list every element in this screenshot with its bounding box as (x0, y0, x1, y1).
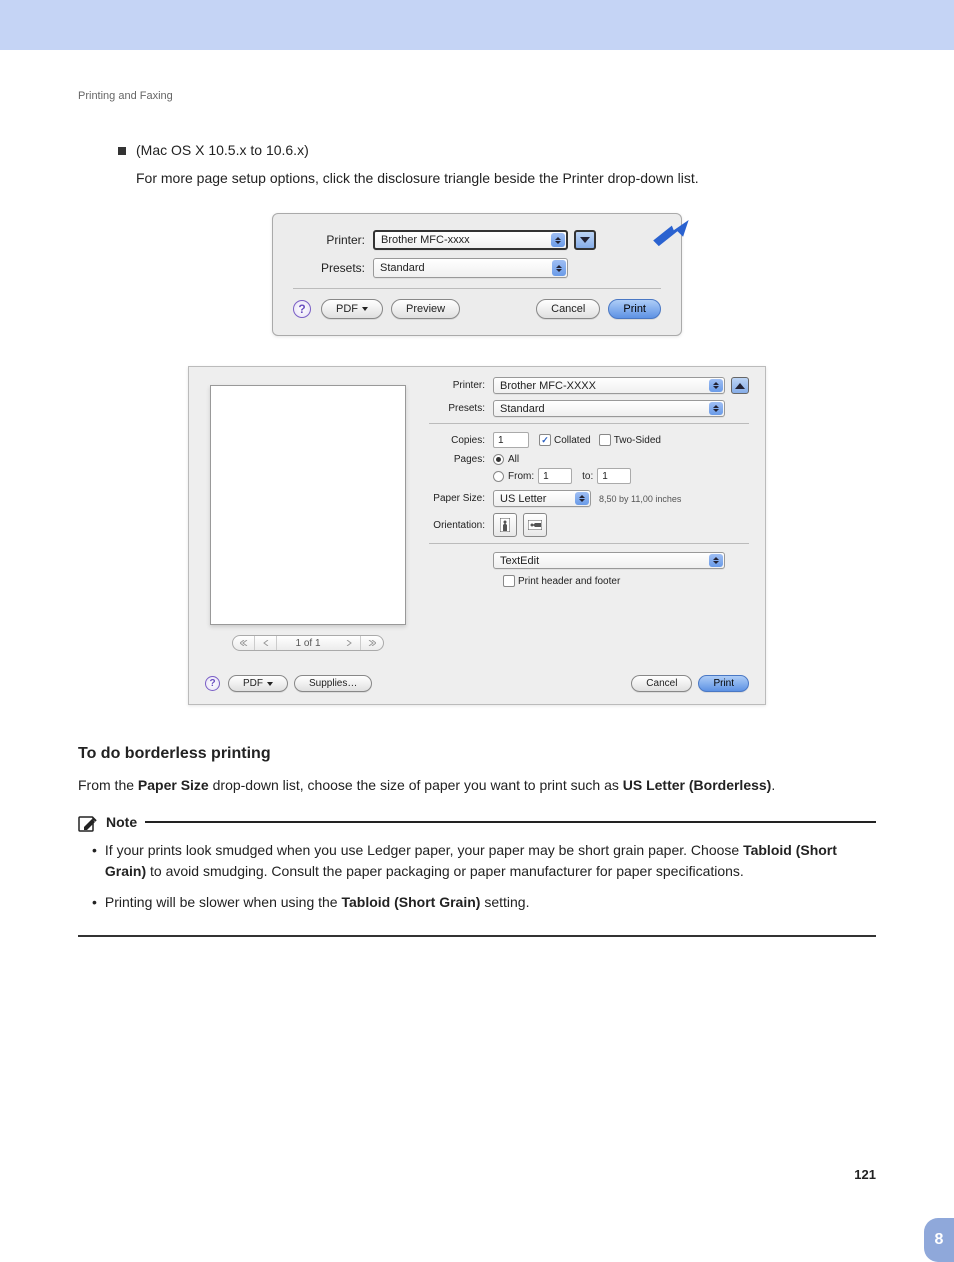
pager: 1 of 1 (232, 635, 383, 651)
print-button-2[interactable]: Print (698, 675, 749, 692)
disclosure-button[interactable] (574, 230, 596, 250)
pdf-menu-button[interactable]: PDF (321, 299, 383, 319)
printer-value: Brother MFC-xxxx (381, 234, 470, 246)
first-icon (240, 640, 248, 646)
presets-value: Standard (380, 262, 425, 274)
help-icon-2[interactable]: ? (205, 676, 220, 691)
borderless-heading: To do borderless printing (78, 745, 876, 763)
app-menu-value: TextEdit (500, 555, 539, 567)
note-rule (145, 821, 876, 823)
headerfooter-checkbox[interactable] (503, 575, 515, 587)
help-icon[interactable]: ? (293, 300, 311, 318)
separator (429, 543, 749, 544)
cancel-button[interactable]: Cancel (536, 299, 600, 319)
chevron-up-icon (735, 383, 745, 389)
preview-button[interactable]: Preview (391, 299, 460, 319)
supplies-button[interactable]: Supplies… (294, 675, 372, 692)
pages-range-radio[interactable] (493, 471, 504, 482)
printer-value-2: Brother MFC-XXXX (500, 380, 596, 392)
pager-first-button[interactable] (233, 636, 255, 650)
pages-all-radio[interactable] (493, 454, 504, 465)
section-header: Printing and Faxing (78, 90, 876, 102)
preview-column: 1 of 1 (205, 377, 411, 651)
pager-next-button[interactable] (339, 636, 361, 650)
print-dialog-collapsed: Printer: Brother MFC-xxxx Presets: Stand… (272, 213, 682, 336)
settings-column: Printer: Brother MFC-XXXX Presets: Stand… (429, 377, 749, 651)
dropdown-arrows-icon (575, 492, 589, 505)
to-label: to: (582, 471, 593, 482)
os-version-text: (Mac OS X 10.5.x to 10.6.x) (136, 142, 309, 158)
to-input[interactable]: 1 (597, 468, 631, 484)
from-label: From: (508, 471, 534, 482)
collated-label: Collated (554, 435, 591, 446)
pager-prev-button[interactable] (255, 636, 277, 650)
chevron-down-icon (580, 237, 590, 243)
app-menu-dropdown[interactable]: TextEdit (493, 552, 725, 569)
collated-checkbox[interactable]: ✓ (539, 434, 551, 446)
last-icon (368, 640, 376, 646)
orientation-label: Orientation: (429, 520, 493, 531)
borderless-paragraph: From the Paper Size drop-down list, choo… (78, 775, 876, 796)
note-block: Note If your prints look smudged when yo… (78, 812, 876, 937)
presets-dropdown-2[interactable]: Standard (493, 400, 725, 417)
portrait-icon (500, 518, 510, 532)
callout-arrow-icon (651, 220, 689, 248)
presets-label-2: Presets: (429, 403, 493, 414)
pager-last-button[interactable] (361, 636, 383, 650)
note-list: If your prints look smudged when you use… (78, 840, 876, 937)
separator (429, 423, 749, 424)
square-bullet-icon (118, 147, 126, 155)
printer-label: Printer: (293, 233, 373, 247)
separator (293, 288, 661, 289)
prev-icon (263, 640, 269, 646)
papersize-dimensions: 8,50 by 11,00 inches (599, 494, 681, 504)
dropdown-arrows-icon (551, 233, 565, 247)
twosided-label: Two-Sided (614, 435, 661, 446)
dropdown-arrows-icon (709, 402, 723, 415)
page-preview (210, 385, 406, 625)
os-version-line: (Mac OS X 10.5.x to 10.6.x) (118, 142, 876, 158)
twosided-checkbox[interactable] (599, 434, 611, 446)
note-label: Note (106, 814, 137, 830)
dropdown-arrows-icon (709, 379, 723, 392)
note-pencil-icon (78, 812, 98, 832)
presets-label: Presets: (293, 261, 373, 275)
print-dialog-expanded: 1 of 1 Printer: Brother MFC-XXXX (188, 366, 766, 705)
copies-input[interactable]: 1 (493, 432, 529, 448)
collapse-button[interactable] (731, 377, 749, 394)
papersize-dropdown[interactable]: US Letter (493, 490, 591, 507)
caret-down-icon (362, 307, 368, 311)
caret-down-icon (267, 682, 273, 686)
pdf-menu-button-2[interactable]: PDF (228, 675, 288, 692)
printer-dropdown[interactable]: Brother MFC-xxxx (373, 230, 568, 250)
copies-label: Copies: (429, 435, 493, 446)
presets-value-2: Standard (500, 403, 545, 415)
dropdown-arrows-icon (552, 260, 566, 276)
landscape-icon (528, 520, 542, 530)
print-button[interactable]: Print (608, 299, 661, 319)
presets-dropdown[interactable]: Standard (373, 258, 568, 278)
pager-text: 1 of 1 (277, 638, 338, 649)
printer-label-2: Printer: (429, 380, 493, 391)
dropdown-arrows-icon (709, 554, 723, 567)
pages-label: Pages: (429, 454, 493, 465)
papersize-label: Paper Size: (429, 493, 493, 504)
note-item-2: Printing will be slower when using the T… (78, 892, 876, 913)
page-number: 121 (78, 1167, 876, 1182)
headerfooter-label: Print header and footer (518, 576, 620, 587)
note-item-1: If your prints look smudged when you use… (78, 840, 876, 882)
chapter-tab: 8 (924, 1218, 954, 1262)
next-icon (346, 640, 352, 646)
from-input[interactable]: 1 (538, 468, 572, 484)
cancel-button-2[interactable]: Cancel (631, 675, 692, 692)
orientation-portrait-button[interactable] (493, 513, 517, 537)
printer-dropdown-2[interactable]: Brother MFC-XXXX (493, 377, 725, 394)
pages-all-label: All (508, 454, 519, 465)
orientation-landscape-button[interactable] (523, 513, 547, 537)
page-content: Printing and Faxing (Mac OS X 10.5.x to … (0, 50, 954, 1222)
top-bar (0, 0, 954, 50)
papersize-value: US Letter (500, 493, 546, 505)
intro-text: For more page setup options, click the d… (136, 168, 876, 189)
